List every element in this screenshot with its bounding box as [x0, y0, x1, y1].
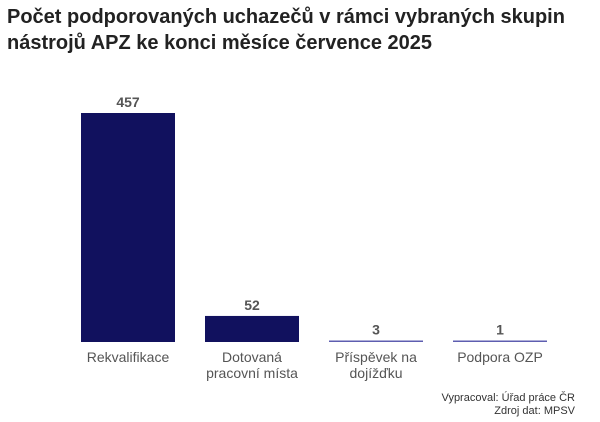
value-label-3: 1 — [496, 322, 504, 338]
category-label-3: Podpora OZP — [457, 349, 543, 365]
category-label-2: Příspěvek na dojížďku — [335, 349, 417, 381]
source-note: Vypracoval: Úřad práce ČR Zdroj dat: MPS… — [442, 392, 575, 418]
source-author: Vypracoval: Úřad práce ČR — [441, 392, 575, 404]
category-label-line: Příspěvek na — [335, 349, 417, 365]
bar-0 — [81, 113, 175, 342]
value-label-2: 3 — [372, 321, 380, 337]
source-data: Zdroj dat: MPSV — [494, 405, 575, 417]
bar-1 — [205, 315, 299, 342]
value-label-1: 52 — [244, 297, 260, 313]
category-label-1: Dotovaná pracovní místa — [206, 349, 298, 381]
category-label-line: Rekvalifikace — [87, 349, 170, 365]
category-label-line: dojížďku — [350, 365, 403, 381]
category-label-line: Dotovaná — [222, 349, 282, 365]
chart-title: Počet podporovaných uchazečů v rámci vyb… — [7, 6, 565, 54]
value-label-0: 457 — [116, 94, 140, 110]
bars-group — [81, 113, 547, 342]
value-labels-group: 457 52 3 1 — [116, 94, 504, 338]
category-label-0: Rekvalifikace — [87, 349, 170, 365]
bar-2 — [329, 340, 423, 342]
bar-3 — [453, 340, 547, 342]
category-labels-group: Rekvalifikace Dotovaná pracovní místa Přísp… — [87, 349, 543, 381]
category-label-line: Podpora OZP — [457, 349, 543, 365]
category-label-line: pracovní místa — [206, 365, 298, 381]
